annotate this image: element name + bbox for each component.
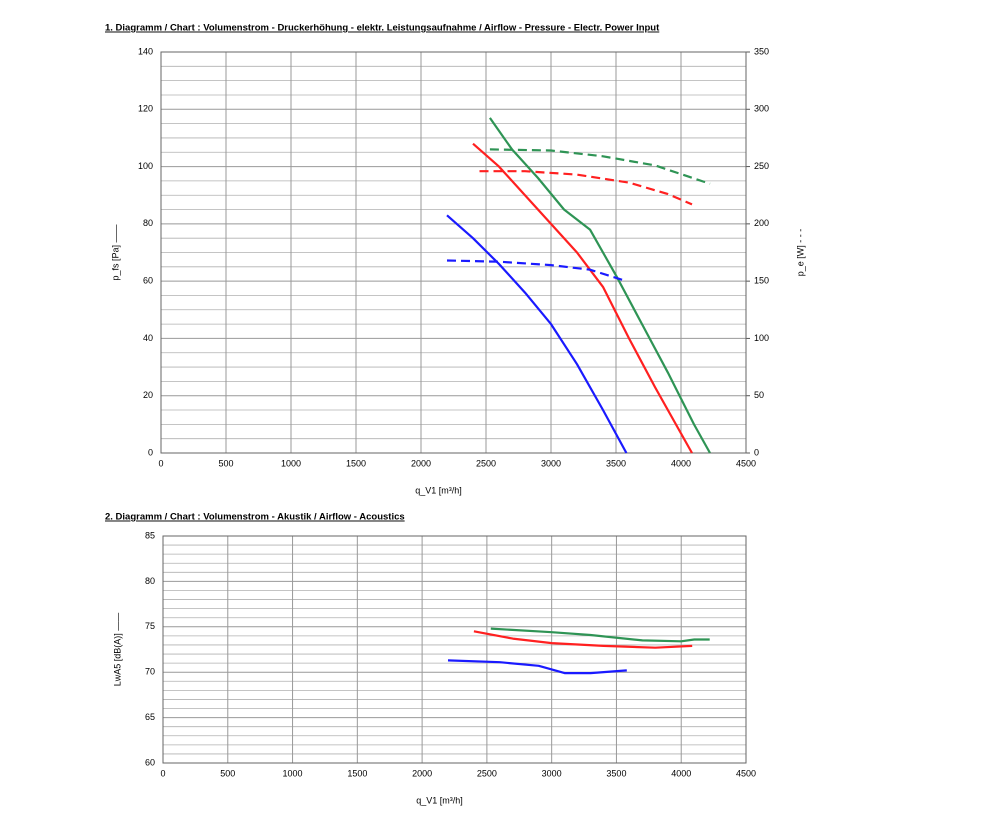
x-tick-label: 3500 (606, 458, 626, 468)
y2-tick-label: 50 (754, 390, 764, 400)
y-tick-label: 140 (138, 46, 153, 56)
x-tick-label: 500 (220, 768, 235, 778)
x-tick-label: 4500 (736, 768, 756, 778)
y2-tick-label: 300 (754, 104, 769, 114)
y-axis-label: p_fs [Pa] —— (110, 224, 120, 280)
y-axis-label: LwA5 [dB(A)] —— (112, 613, 122, 687)
x-tick-label: 2000 (412, 768, 432, 778)
series-line (446, 259, 627, 283)
x-tick-label: 0 (160, 768, 165, 778)
x-tick-label: 2000 (411, 458, 431, 468)
y-tick-label: 80 (145, 576, 155, 586)
chart-title: 1. Diagramm / Chart : Volumenstrom - Dru… (105, 23, 660, 34)
x-tick-label: 3500 (606, 768, 626, 778)
plot-frame (162, 535, 747, 764)
x-tick-label: 2500 (477, 768, 497, 778)
x-tick-label: 4000 (671, 768, 691, 778)
y-tick-label: 20 (143, 390, 153, 400)
y2-tick-label: 150 (754, 276, 769, 286)
y-tick-label: 60 (143, 276, 153, 286)
y-tick-label: 80 (143, 218, 153, 228)
x-tick-label: 3000 (541, 458, 561, 468)
y-tick-label: 0 (148, 447, 153, 457)
x-axis-label: q_V1 [m³/h] (416, 795, 463, 805)
plot-frame (160, 51, 747, 454)
series-line (447, 659, 627, 675)
series-line (446, 214, 628, 454)
y2-tick-label: 100 (754, 333, 769, 343)
x-tick-label: 0 (158, 458, 163, 468)
x-tick-label: 1500 (346, 458, 366, 468)
y2-tick-label: 0 (754, 447, 759, 457)
y2-axis-label: p_e [W] - - - (795, 229, 805, 277)
x-tick-label: 500 (218, 458, 233, 468)
y2-tick-label: 200 (754, 218, 769, 228)
y2-tick-label: 250 (754, 161, 769, 171)
y-tick-label: 70 (145, 667, 155, 677)
y2-tick-label: 350 (754, 46, 769, 56)
x-tick-label: 4500 (736, 458, 756, 468)
x-tick-label: 4000 (671, 458, 691, 468)
x-axis-label: q_V1 [m³/h] (415, 485, 462, 495)
x-tick-label: 1000 (283, 768, 303, 778)
series-line (490, 627, 710, 643)
y-tick-label: 85 (145, 530, 155, 540)
x-tick-label: 3000 (542, 768, 562, 778)
y-tick-label: 60 (145, 757, 155, 767)
series-line (489, 148, 711, 185)
y-tick-label: 65 (145, 712, 155, 722)
x-tick-label: 1000 (281, 458, 301, 468)
series-line (472, 142, 693, 454)
series-line (473, 630, 693, 649)
series-line (479, 170, 693, 206)
series-line (488, 117, 711, 454)
y-tick-label: 100 (138, 161, 153, 171)
y-tick-label: 40 (143, 333, 153, 343)
x-tick-label: 2500 (476, 458, 496, 468)
y-tick-label: 75 (145, 621, 155, 631)
x-tick-label: 1500 (347, 768, 367, 778)
y-tick-label: 120 (138, 104, 153, 114)
chart-title: 2. Diagramm / Chart : Volumenstrom - Aku… (105, 512, 405, 523)
